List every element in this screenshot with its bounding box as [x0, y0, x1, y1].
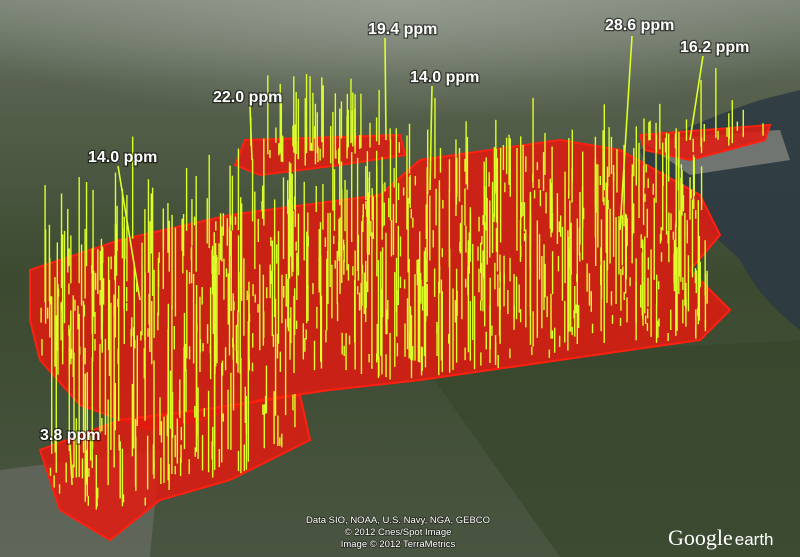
annotation-spike [429, 85, 433, 191]
attribution: Data SIO, NOAA, U.S. Navy, NGA, GEBCO [306, 515, 490, 526]
annotation-spike [117, 165, 141, 301]
logo-earth: earth [735, 530, 774, 549]
annotation: 28.6 ppm [605, 17, 674, 34]
annotation: 19.4 ppm [368, 21, 437, 38]
annotation: 3.8 ppm [40, 427, 100, 444]
annotation-spike [384, 37, 387, 141]
annotation: 14.0 ppm [88, 149, 157, 166]
annotation-spike [69, 443, 73, 486]
forest [420, 340, 800, 557]
annotation: 16.2 ppm [680, 39, 749, 56]
spikes [40, 68, 764, 510]
annotation: 22.0 ppm [213, 89, 282, 106]
attribution: Image © 2012 TerraMetrics [341, 539, 456, 550]
attribution: © 2012 Cnes/Spot Image [345, 527, 452, 538]
logo-google: Google [668, 525, 733, 550]
annotation-spike [689, 55, 704, 141]
annotation-spike [619, 35, 633, 231]
annotation: 14.0 ppm [410, 69, 479, 86]
logo: Google earth [668, 525, 774, 550]
annotation-spike [249, 105, 253, 161]
annotations: 19.4 ppm 28.6 ppm 16.2 ppm 14.0 ppm 22.0… [39, 16, 751, 486]
